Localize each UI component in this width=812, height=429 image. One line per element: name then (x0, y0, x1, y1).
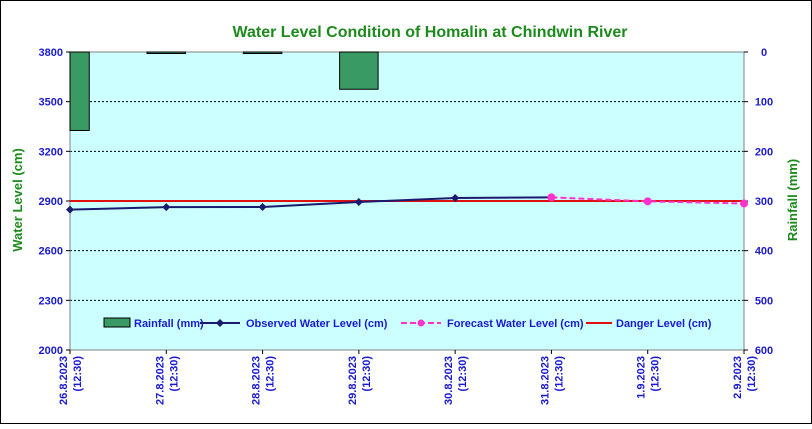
x-tick-label-time: (12:30) (553, 356, 565, 392)
legend-label: Rainfall (mm) (134, 318, 204, 330)
x-tick-label-date: 30.8.2023 (443, 356, 455, 405)
x-tick-label-date: 31.8.2023 (539, 356, 551, 405)
observed-point (451, 194, 460, 203)
x-tick-label-time: (12:30) (168, 356, 180, 392)
y2-tick-label: 600 (755, 345, 773, 357)
observed-point (66, 205, 74, 214)
x-tick-label-date: 27.8.2023 (154, 356, 166, 405)
y-tick-label: 3200 (39, 146, 63, 158)
y2-tick-label: 0 (761, 47, 767, 59)
legend-marker-observed (216, 319, 224, 327)
forecast-point (740, 199, 748, 208)
x-tick-label-time: (12:30) (650, 356, 662, 392)
y2-tick-label: 400 (755, 246, 773, 258)
x-tick-label-time: (12:30) (746, 356, 758, 392)
y2-tick-label: 200 (755, 146, 773, 158)
rainfall-bar (146, 51, 187, 54)
legend-swatch-rainfall (103, 317, 131, 328)
legend-label: Danger Level (cm) (616, 318, 712, 330)
y-tick-label: 3500 (39, 97, 63, 109)
plot-area: 3800 3500 3200 2900 2600 2300 2000 0 100 200 300 40… (39, 47, 774, 405)
x-tick-label-date: 26.8.2023 (58, 356, 70, 405)
y-tick-label: 3800 (39, 47, 63, 59)
x-tick-label-time: (12:30) (457, 356, 469, 392)
y-tick-label: 2300 (39, 295, 63, 307)
legend-marker-forecast (417, 319, 425, 327)
forecast-point (643, 197, 652, 206)
legend-label: Observed Water Level (cm) (246, 318, 388, 330)
y-axis-label: Water Level (cm) (10, 148, 25, 252)
chart-title: Water Level Condition of Homalin at Chin… (233, 24, 628, 41)
y2-axis-label: Rainfall (mm) (785, 159, 800, 241)
forecast-water-level-line (551, 196, 745, 205)
y-tick-label: 2600 (39, 246, 63, 258)
rainfall-bar (69, 51, 90, 131)
x-tick-label-time: (12:30) (72, 356, 84, 392)
observed-water-level-line (69, 196, 552, 211)
rainfall-bar (242, 51, 283, 54)
y2-tick-label: 300 (755, 196, 773, 208)
y2-tick-label: 100 (755, 97, 773, 109)
forecast-point (547, 193, 556, 202)
legend: Rainfall (mm) Observed Water Level (cm) Fo… (103, 317, 712, 330)
rainfall-bar (339, 51, 379, 90)
x-tick-label-date: 28.8.2023 (251, 356, 263, 405)
y2-tick-label: 500 (755, 295, 773, 307)
y-tick-label: 2900 (39, 196, 63, 208)
observed-point (258, 202, 267, 211)
observed-point (162, 203, 171, 212)
y-tick-label: 2000 (39, 345, 63, 357)
x-tick-label-date: 29.8.2023 (347, 356, 359, 405)
legend-label: Forecast Water Level (cm) (447, 318, 584, 330)
x-tick-label-time: (12:30) (361, 356, 373, 392)
x-tick-label-date: 2.9.2023 (732, 356, 744, 399)
observed-point (354, 197, 363, 206)
x-tick-label-time: (12:30) (265, 356, 277, 392)
x-tick-label-date: 1.9.2023 (636, 356, 648, 399)
